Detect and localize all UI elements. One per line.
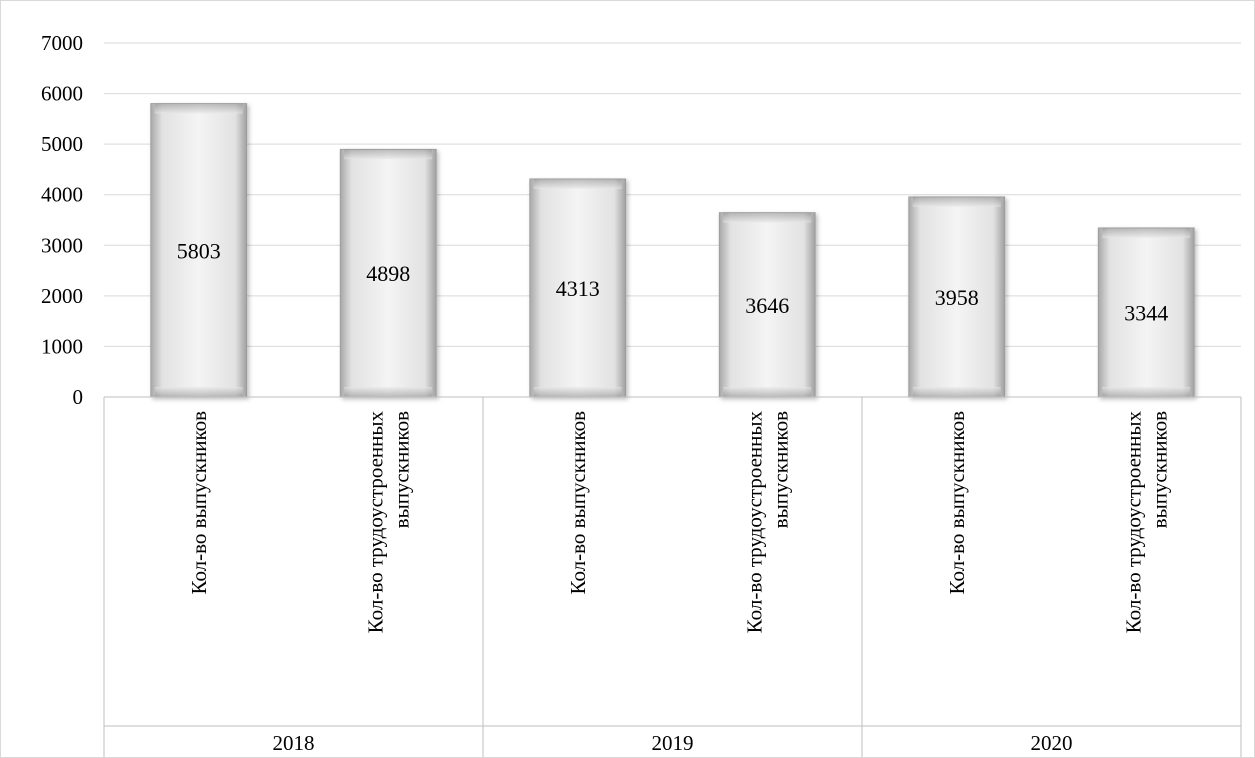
data-label: 4313: [556, 276, 600, 301]
y-tick-label: 6000: [41, 82, 83, 106]
y-tick-label: 2000: [41, 284, 83, 308]
category-label: выпускников: [768, 411, 792, 528]
year-label: 2019: [652, 731, 694, 755]
category-label: Кол-во выпускников: [566, 411, 590, 595]
year-label: 2018: [273, 731, 315, 755]
data-labels: 5803 4898 4313 3646 3958 3344: [177, 238, 1169, 325]
y-tick-label: 1000: [41, 334, 83, 358]
data-label: 5803: [177, 238, 221, 263]
category-label: Кол-во трудоустроенных: [363, 411, 387, 634]
y-tick-label: 3000: [41, 233, 83, 257]
data-label: 3344: [1124, 300, 1168, 325]
data-label: 3646: [745, 293, 789, 318]
y-axis-tick-labels: 0 1000 2000 3000 4000 5000 6000 7000: [41, 31, 83, 409]
bars: [151, 104, 1195, 397]
category-label: Кол-во трудоустроенных: [1121, 411, 1145, 634]
data-label: 3958: [935, 285, 979, 310]
category-label: Кол-во выпускников: [945, 411, 969, 595]
gridlines: [104, 43, 1241, 346]
category-label: выпускников: [1147, 411, 1171, 528]
y-tick-label: 4000: [41, 183, 83, 207]
x-axis: Кол-во выпускников Кол-во трудоустроенных…: [104, 397, 1241, 757]
data-label: 4898: [366, 261, 410, 286]
y-tick-label: 7000: [41, 31, 83, 55]
y-tick-label: 5000: [41, 132, 83, 156]
category-label: Кол-во выпускников: [187, 411, 211, 595]
y-tick-label: 0: [73, 385, 84, 409]
category-label: выпускников: [389, 411, 413, 528]
category-label: Кол-во трудоустроенных: [742, 411, 766, 634]
year-label: 2020: [1031, 731, 1073, 755]
